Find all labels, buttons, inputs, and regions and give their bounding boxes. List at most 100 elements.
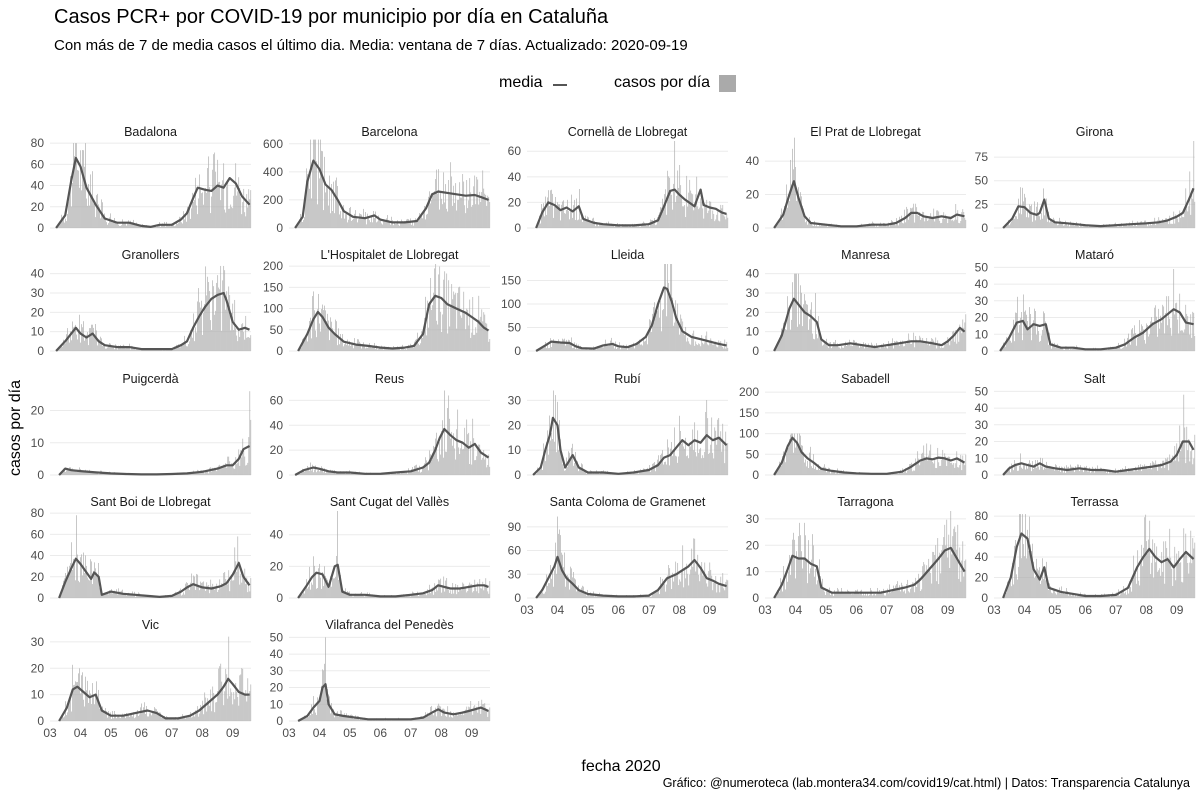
bar (856, 590, 857, 598)
bar (692, 194, 694, 228)
bar (804, 215, 805, 228)
bar (137, 349, 138, 351)
bar (907, 340, 909, 351)
bar (1116, 473, 1117, 475)
bars (60, 636, 252, 721)
bar (135, 349, 136, 351)
bar (1061, 347, 1062, 351)
bar (693, 210, 695, 228)
y-tick-label: 0 (752, 344, 759, 358)
bar (963, 327, 965, 351)
bar (960, 329, 962, 351)
bar (398, 348, 399, 351)
bar (542, 469, 543, 475)
bar (918, 215, 920, 228)
bar (1186, 204, 1188, 228)
y-tick-label: 10 (270, 697, 284, 711)
bar (104, 213, 105, 228)
y-tick-label: 80 (31, 506, 45, 520)
bar (597, 223, 598, 228)
bar (925, 215, 927, 228)
bar (187, 717, 189, 721)
bar (542, 346, 543, 351)
y-tick-label: 0 (752, 468, 759, 482)
bar (649, 226, 650, 228)
bar (930, 572, 932, 598)
x-tick-label: 07 (880, 603, 894, 617)
bar (229, 591, 231, 598)
bar (447, 333, 449, 351)
bar (1119, 595, 1120, 598)
bar (644, 468, 645, 475)
bar (474, 579, 476, 598)
bar (1011, 342, 1012, 351)
bar (487, 591, 489, 598)
bar (418, 471, 419, 475)
bars (775, 511, 967, 598)
bar (776, 472, 777, 475)
bar (464, 313, 466, 351)
bar (816, 469, 817, 475)
bar (1113, 472, 1114, 475)
bar (540, 223, 541, 228)
bar (476, 332, 478, 351)
bar (1173, 461, 1175, 475)
bar (217, 466, 219, 475)
bar (234, 699, 236, 721)
bar (1015, 215, 1016, 228)
bar (856, 342, 857, 351)
bar (718, 583, 720, 598)
bar (410, 720, 411, 721)
bar (403, 221, 404, 228)
bar (440, 192, 441, 228)
y-tick-label: 400 (263, 165, 283, 179)
bar (429, 301, 431, 351)
bar (703, 571, 705, 598)
bar (352, 342, 353, 351)
bar (344, 344, 345, 351)
bar (776, 346, 777, 351)
bar (809, 573, 810, 598)
y-tick-label: 0 (276, 714, 283, 728)
bar (65, 218, 66, 228)
bar (241, 214, 243, 228)
bar (1174, 446, 1176, 475)
bar (1184, 555, 1186, 598)
bar (315, 574, 316, 598)
y-tick-label: 80 (975, 509, 989, 523)
bar (443, 708, 445, 721)
bar (473, 706, 475, 721)
bar (324, 156, 325, 228)
bar (1014, 218, 1015, 228)
bar (393, 473, 394, 475)
bar (444, 202, 446, 228)
bar (472, 204, 474, 228)
y-tick-label: 30 (31, 286, 45, 300)
bar (834, 471, 835, 475)
bar (180, 717, 181, 721)
bar (355, 210, 356, 228)
x-axis-label: fecha 2020 (581, 758, 661, 775)
bar (233, 195, 235, 228)
bar (342, 716, 343, 721)
bar (425, 594, 427, 598)
bar (160, 226, 161, 228)
bar (124, 593, 125, 598)
bar (171, 718, 172, 721)
bar (106, 348, 107, 351)
bar (550, 190, 551, 228)
bar (250, 419, 252, 475)
bar (216, 185, 218, 228)
bar (438, 461, 439, 475)
bar (424, 463, 425, 475)
bar (480, 713, 482, 721)
bar (339, 577, 340, 598)
bar (1020, 317, 1021, 351)
bar (1136, 469, 1138, 475)
bar (1024, 193, 1025, 228)
bar (1191, 337, 1193, 351)
bar (390, 224, 391, 228)
bar (839, 227, 840, 228)
bar (567, 575, 568, 598)
bar (354, 213, 355, 228)
